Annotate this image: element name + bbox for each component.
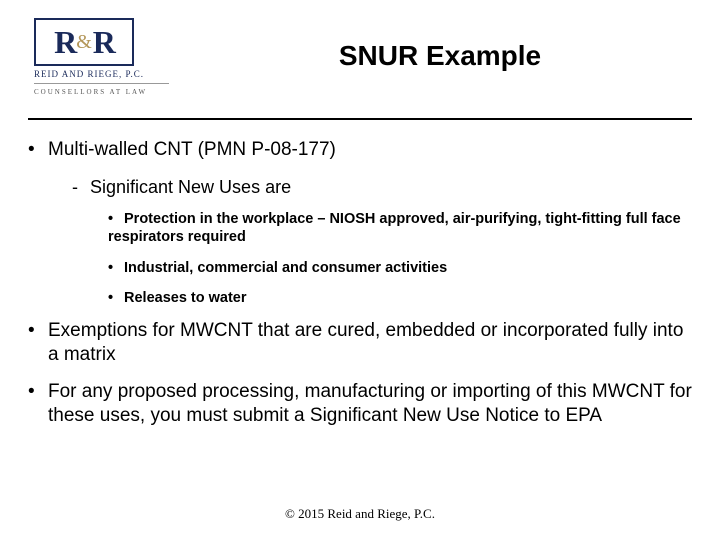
- logo-firm-name: REID AND RIEGE, P.C.: [34, 69, 174, 79]
- bullet-level1: -Significant New Uses are: [72, 176, 692, 199]
- logo: R & R REID AND RIEGE, P.C. COUNSELLORS A…: [34, 18, 174, 96]
- bullet-dot-icon: •: [108, 259, 124, 277]
- bullet-text: Exemptions for MWCNT that are cured, emb…: [48, 319, 692, 367]
- logo-initial-left: R: [54, 24, 75, 61]
- bullet-dot-icon: •: [108, 289, 124, 307]
- header: R & R REID AND RIEGE, P.C. COUNSELLORS A…: [0, 0, 720, 120]
- bullet-text: Significant New Uses are: [90, 177, 291, 197]
- logo-ampersand: &: [76, 31, 92, 54]
- bullet-dot-icon: •: [28, 380, 48, 428]
- copyright-footer: © 2015 Reid and Riege, P.C.: [0, 506, 720, 522]
- logo-initial-right: R: [93, 24, 114, 61]
- bullet-text: Industrial, commercial and consumer acti…: [124, 260, 447, 276]
- bullet-level2: •Protection in the workplace – NIOSH app…: [108, 210, 692, 246]
- logo-tagline: COUNSELLORS AT LAW: [34, 88, 174, 96]
- bullet-text: For any proposed processing, manufacturi…: [48, 380, 692, 428]
- bullet-dot-icon: •: [28, 138, 48, 162]
- title-rule: [28, 118, 692, 120]
- logo-box: R & R: [34, 18, 134, 66]
- bullet-level2: •Industrial, commercial and consumer act…: [108, 259, 692, 277]
- bullet-dot-icon: •: [108, 210, 124, 228]
- bullet-dash-icon: -: [72, 176, 90, 199]
- bullet-level0: • For any proposed processing, manufactu…: [28, 380, 692, 428]
- bullet-text: Releases to water: [124, 290, 247, 306]
- slide: R & R REID AND RIEGE, P.C. COUNSELLORS A…: [0, 0, 720, 540]
- bullet-dot-icon: •: [28, 319, 48, 367]
- bullet-text: Multi-walled CNT (PMN P-08-177): [48, 138, 692, 162]
- logo-divider: [34, 83, 169, 84]
- body: • Multi-walled CNT (PMN P-08-177) -Signi…: [28, 138, 692, 442]
- bullet-text: Protection in the workplace – NIOSH appr…: [108, 211, 681, 245]
- bullet-level2: •Releases to water: [108, 289, 692, 307]
- slide-title: SNUR Example: [200, 40, 680, 72]
- bullet-level0: • Exemptions for MWCNT that are cured, e…: [28, 319, 692, 367]
- bullet-level0: • Multi-walled CNT (PMN P-08-177): [28, 138, 692, 162]
